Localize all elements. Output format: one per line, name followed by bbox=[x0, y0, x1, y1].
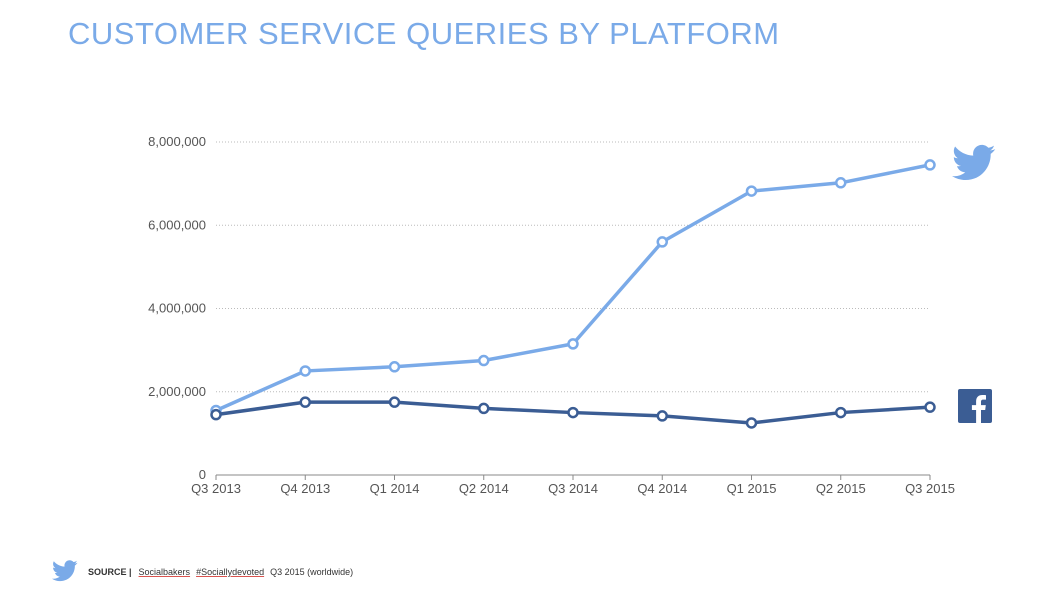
x-tick-label: Q4 2013 bbox=[280, 481, 330, 496]
source-suffix: Q3 2015 (worldwide) bbox=[270, 567, 354, 577]
twitter-data-point bbox=[745, 185, 758, 197]
facebook-data-point bbox=[835, 406, 847, 419]
source-footer: SOURCE | Socialbakers #Sociallydevoted Q… bbox=[52, 560, 356, 584]
twitter-data-point bbox=[478, 354, 490, 367]
x-tick-label: Q3 2013 bbox=[191, 481, 241, 496]
twitter-data-point bbox=[924, 159, 936, 171]
source-link-socialbakers[interactable]: Socialbakers bbox=[138, 567, 191, 577]
x-tick-label: Q1 2015 bbox=[727, 481, 777, 496]
twitter-bird-small-icon bbox=[52, 560, 78, 584]
twitter-data-point bbox=[567, 338, 579, 350]
facebook-data-point bbox=[745, 417, 758, 429]
facebook-data-point bbox=[924, 401, 936, 413]
y-tick-label: 6,000,000 bbox=[148, 217, 206, 232]
twitter-data-point bbox=[835, 177, 847, 189]
y-tick-label: 8,000,000 bbox=[148, 134, 206, 149]
x-tick-label: Q2 2015 bbox=[816, 481, 866, 496]
x-tick-label: Q3 2014 bbox=[548, 481, 598, 496]
x-tick-label: Q1 2014 bbox=[370, 481, 420, 496]
x-tick-label: Q4 2014 bbox=[637, 481, 687, 496]
chart-title: CUSTOMER SERVICE QUERIES BY PLATFORM bbox=[68, 16, 780, 51]
facebook-icon bbox=[958, 389, 992, 428]
twitter-bird-icon bbox=[952, 144, 996, 187]
y-tick-label: 2,000,000 bbox=[148, 384, 206, 399]
source-label: SOURCE | bbox=[88, 567, 132, 577]
x-tick-label: Q3 2015 bbox=[905, 481, 955, 496]
facebook-data-point bbox=[210, 408, 222, 421]
twitter-data-point bbox=[656, 236, 668, 248]
twitter-data-point bbox=[388, 361, 401, 373]
facebook-data-point bbox=[656, 410, 668, 422]
twitter-data-point bbox=[299, 365, 311, 377]
facebook-data-point bbox=[567, 406, 579, 419]
facebook-data-point bbox=[299, 396, 311, 408]
source-link-hashtag[interactable]: #Sociallydevoted bbox=[196, 567, 265, 577]
x-tick-label: Q2 2014 bbox=[459, 481, 509, 496]
twitter-series-line bbox=[215, 163, 931, 413]
facebook-data-point bbox=[478, 402, 490, 415]
facebook-data-point bbox=[388, 396, 401, 408]
y-tick-label: 4,000,000 bbox=[148, 301, 206, 316]
y-tick-label: 0 bbox=[199, 467, 206, 482]
